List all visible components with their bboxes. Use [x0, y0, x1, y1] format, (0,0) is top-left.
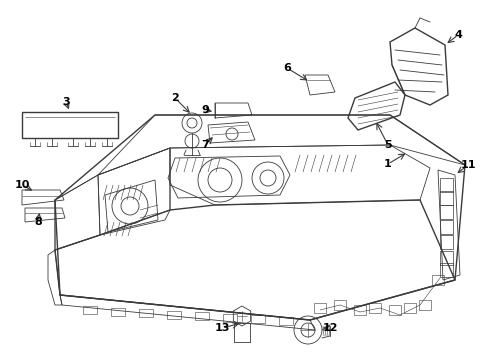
Text: 10: 10	[14, 180, 30, 190]
Text: 8: 8	[34, 217, 42, 227]
Text: 9: 9	[201, 105, 209, 115]
Text: 1: 1	[384, 159, 392, 169]
Text: 5: 5	[384, 140, 392, 150]
Text: 6: 6	[283, 63, 291, 73]
Text: 12: 12	[322, 323, 338, 333]
Text: 2: 2	[171, 93, 179, 103]
Text: 3: 3	[62, 97, 70, 107]
Text: 4: 4	[454, 30, 462, 40]
Text: 13: 13	[214, 323, 230, 333]
Text: 11: 11	[460, 160, 476, 170]
Text: 7: 7	[201, 140, 209, 150]
